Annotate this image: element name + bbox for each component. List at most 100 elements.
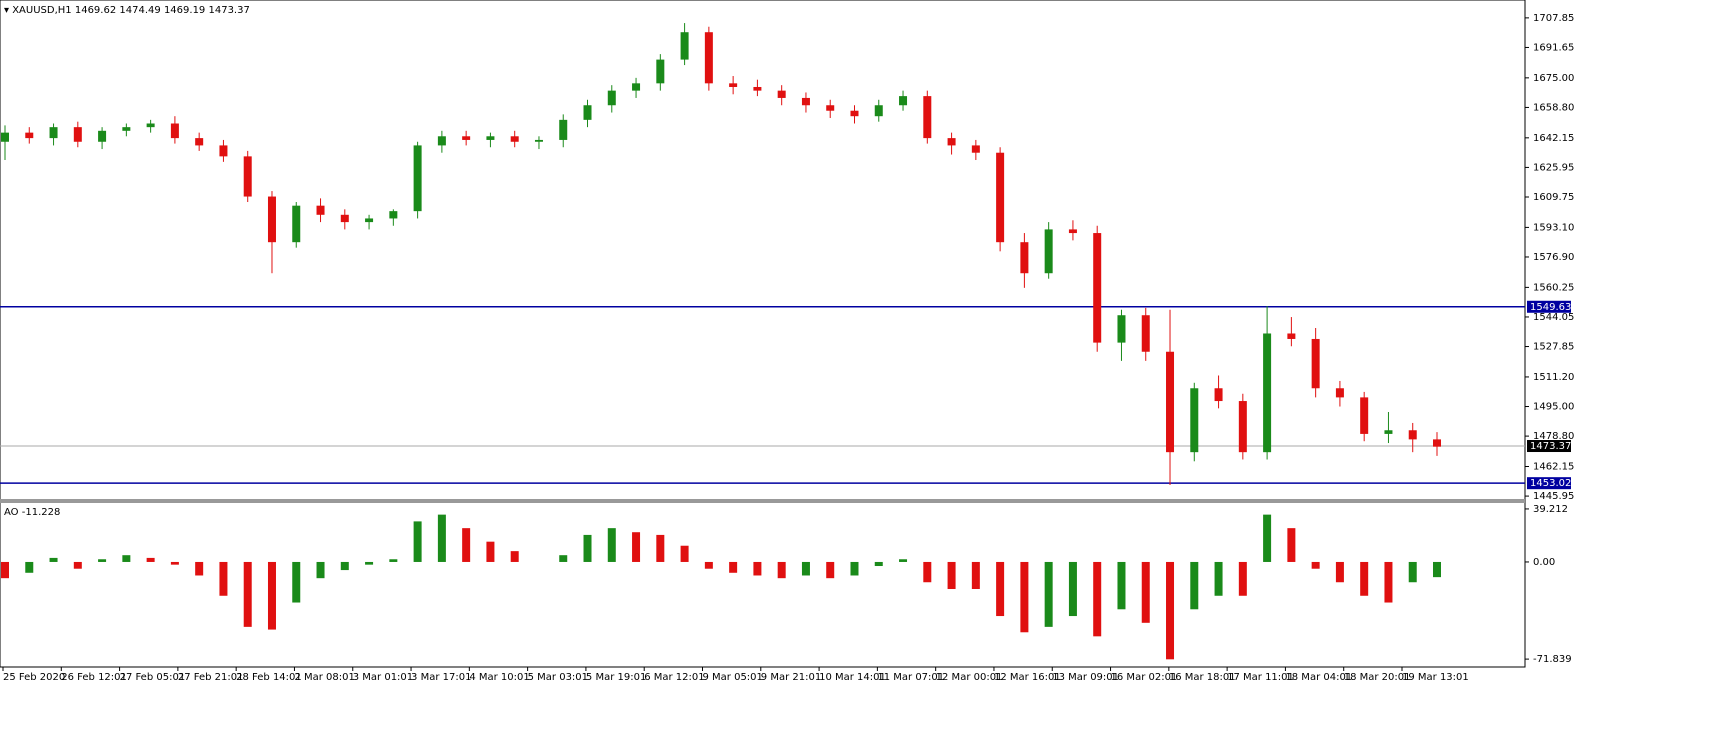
candle-body xyxy=(170,123,179,139)
ao-bar xyxy=(49,557,58,562)
ao-bar xyxy=(607,528,616,562)
ao-bar xyxy=(874,561,883,567)
candle-body xyxy=(874,105,883,117)
candle-body xyxy=(680,32,689,60)
ao-bar xyxy=(1068,561,1077,617)
ao-bar xyxy=(826,561,835,579)
y-tick-label: 1593.10 xyxy=(1533,222,1574,233)
candle-body xyxy=(219,145,228,157)
ao-bar xyxy=(1335,561,1344,583)
header: ▾ XAUUSD,H1 1469.62 1474.49 1469.19 1473… xyxy=(4,5,250,16)
candle-body xyxy=(899,96,908,106)
candle-body xyxy=(510,136,519,142)
ao-bar xyxy=(632,532,641,562)
y-tick-label: 1707.85 xyxy=(1533,13,1574,24)
ao-bar xyxy=(413,521,422,562)
candle-body xyxy=(801,97,810,106)
candle-body xyxy=(1408,430,1417,440)
ao-bar xyxy=(292,561,301,603)
candle-body xyxy=(267,196,276,243)
candle-body xyxy=(292,205,301,243)
open: 1469.62 xyxy=(75,5,116,16)
y-tick-label: 1642.15 xyxy=(1533,133,1574,144)
candle-body xyxy=(243,156,252,197)
ao-bar xyxy=(195,561,204,576)
x-tick-label: 6 Mar 12:01 xyxy=(644,672,704,683)
level-box xyxy=(1527,477,1571,490)
candle-body xyxy=(971,145,980,153)
ao-bar xyxy=(1190,561,1199,610)
high: 1474.49 xyxy=(119,5,160,16)
ao-bar xyxy=(510,551,519,562)
ao-bar xyxy=(656,534,665,562)
x-tick-label: 13 Mar 09:01 xyxy=(1052,672,1119,683)
ao-bar xyxy=(850,561,859,576)
ao-bar xyxy=(243,561,252,627)
candle-body xyxy=(607,90,616,106)
y-tick-label: 1445.95 xyxy=(1533,491,1574,502)
candle-body xyxy=(704,32,713,84)
x-tick-label: 18 Mar 04:01 xyxy=(1285,672,1352,683)
y-tick-label: 1609.75 xyxy=(1533,192,1574,203)
ao-bar xyxy=(680,545,689,562)
candle-body xyxy=(1117,315,1126,343)
ao-bar xyxy=(486,541,495,562)
plot-frame xyxy=(0,0,1526,668)
candle-body xyxy=(340,214,349,223)
ao-bar xyxy=(753,561,762,576)
y-tick-label: 1625.95 xyxy=(1533,162,1574,173)
current-price-box xyxy=(1527,440,1571,453)
x-tick-label: 12 Mar 16:01 xyxy=(994,672,1061,683)
ao-bar xyxy=(73,561,82,569)
ao-bar xyxy=(1311,561,1320,569)
candle-body xyxy=(1093,233,1102,343)
x-tick-label: 9 Mar 05:01 xyxy=(703,672,763,683)
ao-bar xyxy=(389,559,398,562)
candle-body xyxy=(1068,229,1077,234)
candle-body xyxy=(25,132,34,139)
x-tick-label: 9 Mar 21:01 xyxy=(761,672,821,683)
ao-bar xyxy=(1166,561,1175,660)
candle-body xyxy=(437,136,446,146)
candle-body xyxy=(122,127,131,131)
ao-bar xyxy=(437,514,446,562)
x-tick-label: 26 Feb 12:01 xyxy=(61,672,127,683)
candle-body xyxy=(1287,333,1296,339)
candle-body xyxy=(583,105,592,120)
ao-tick-label: 39.212 xyxy=(1533,504,1568,515)
ao-bar xyxy=(1141,561,1150,623)
ao-bar xyxy=(1408,561,1417,583)
candle-body xyxy=(486,136,495,140)
candle-body xyxy=(1335,388,1344,398)
candle-body xyxy=(753,86,762,91)
level-label: 1549.63 xyxy=(1530,302,1571,313)
pane-separator xyxy=(0,499,1525,503)
ao-bar xyxy=(947,561,956,590)
ao-bar xyxy=(219,561,228,596)
ao-bar xyxy=(777,561,786,579)
x-tick-label: 5 Mar 19:01 xyxy=(586,672,646,683)
ao-bar xyxy=(559,555,568,562)
ao-tick-label: 0.00 xyxy=(1533,557,1555,568)
ao-bar xyxy=(996,561,1005,617)
ao-bar xyxy=(1117,561,1126,610)
candle-body xyxy=(1141,315,1150,352)
y-tick-label: 1527.85 xyxy=(1533,342,1574,353)
candle-body xyxy=(656,59,665,84)
ao-current: -11.228 xyxy=(22,507,61,518)
ao-bar xyxy=(971,561,980,590)
candle-body xyxy=(316,205,325,215)
y-tick-label: 1691.65 xyxy=(1533,42,1574,53)
ao-bar xyxy=(1,561,9,579)
candle-body xyxy=(777,90,786,98)
x-tick-label: 2 Mar 08:01 xyxy=(294,672,354,683)
ao-bar xyxy=(729,561,738,573)
candle-body xyxy=(146,123,155,128)
candle-body xyxy=(729,83,738,87)
ao-bar xyxy=(704,561,713,569)
ao-bar xyxy=(25,561,34,573)
ao-bar xyxy=(1093,561,1102,637)
x-tick-label: 11 Mar 07:01 xyxy=(877,672,944,683)
ao-bar xyxy=(923,561,932,583)
